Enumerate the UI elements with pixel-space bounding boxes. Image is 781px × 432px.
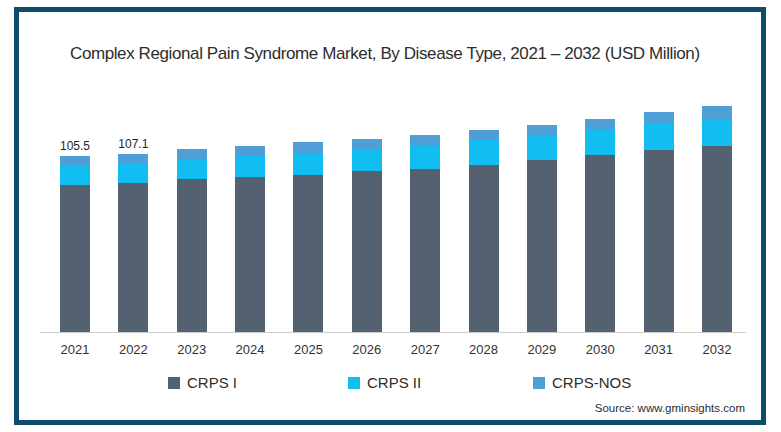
bar-segment-crps-nos [352,139,382,150]
bar-segment-crps-i [469,165,499,332]
bar-column-2029: 2029 [527,90,557,332]
legend-item-crps-i: CRPS I [168,374,237,391]
x-axis-label-2025: 2025 [294,342,323,357]
bar-column-2021: 105.52021 [60,90,90,332]
source-attribution: Source: www.gminsights.com [595,402,745,414]
bar-segment-crps-i [118,183,148,332]
bar-segment-crps-i [702,146,732,332]
bar-segment-crps-ii [702,119,732,146]
bar-segment-crps-ii [410,146,440,169]
bar-segment-crps-ii [585,130,615,156]
bar-segment-crps-nos [527,125,557,137]
bar-segment-crps-i [60,185,90,332]
x-axis-label-2032: 2032 [702,342,731,357]
bar-segment-crps-i [410,169,440,332]
bar-segment-crps-ii [352,150,382,172]
bar-segment-crps-ii [469,140,499,164]
x-axis-label-2030: 2030 [586,342,615,357]
bar-column-2027: 2027 [410,90,440,332]
bar-segment-crps-ii [527,136,557,160]
bar-total-label: 107.1 [118,137,148,151]
x-axis-label-2024: 2024 [236,342,265,357]
legend-label: CRPS II [367,374,421,391]
bar-segment-crps-nos [293,142,323,153]
legend-label: CRPS I [187,374,237,391]
x-axis-label-2021: 2021 [61,342,90,357]
x-axis-label-2029: 2029 [527,342,556,357]
bar-column-2031: 2031 [644,90,674,332]
bar-segment-crps-i [527,160,557,332]
bar-segment-crps-nos [585,119,615,130]
bar-segment-crps-ii [293,154,323,175]
bar-column-2024: 2024 [235,90,265,332]
bar-segment-crps-nos [410,135,440,146]
bar-column-2025: 2025 [293,90,323,332]
bar-segment-crps-ii [644,123,674,150]
bar-total-label: 105.5 [60,139,90,153]
bar-segment-crps-i [585,155,615,332]
bar-segment-crps-i [177,179,207,332]
bar-segment-crps-ii [60,165,90,184]
legend-swatch-icon [168,377,180,389]
bar-segment-crps-nos [469,130,499,140]
bar-segment-crps-i [644,150,674,332]
bar-segment-crps-nos [177,149,207,160]
bar-segment-crps-ii [118,163,148,183]
x-axis-line [40,332,746,333]
bar-segment-crps-ii [177,160,207,179]
bar-column-2023: 2023 [177,90,207,332]
x-axis-label-2023: 2023 [177,342,206,357]
bar-segment-crps-i [352,171,382,332]
bar-segment-crps-i [235,177,265,332]
x-axis-label-2031: 2031 [644,342,673,357]
legend-swatch-icon [348,377,360,389]
legend-swatch-icon [533,377,545,389]
bar-segment-crps-ii [235,156,265,177]
legend-item-crps-ii: CRPS II [348,374,421,391]
bar-column-2028: 2028 [469,90,499,332]
bar-segment-crps-nos [60,156,90,165]
x-axis-label-2028: 2028 [469,342,498,357]
bar-column-2032: 2032 [702,90,732,332]
chart-title: Complex Regional Pain Syndrome Market, B… [70,44,700,64]
bars-container: 105.52021 107.12022 2023 2024 2025 2026 2027 20… [60,90,732,332]
bar-column-2026: 2026 [352,90,382,332]
x-axis-label-2022: 2022 [119,342,148,357]
bar-column-2030: 2030 [585,90,615,332]
legend-item-crps-nos: CRPS-NOS [533,374,631,391]
bar-column-2022: 107.12022 [118,90,148,332]
bar-segment-crps-i [293,175,323,332]
legend-label: CRPS-NOS [552,374,631,391]
bar-segment-crps-nos [702,106,732,119]
bar-segment-crps-nos [644,112,674,123]
bar-segment-crps-nos [118,154,148,163]
x-axis-label-2027: 2027 [411,342,440,357]
x-axis-label-2026: 2026 [352,342,381,357]
bar-segment-crps-nos [235,146,265,157]
